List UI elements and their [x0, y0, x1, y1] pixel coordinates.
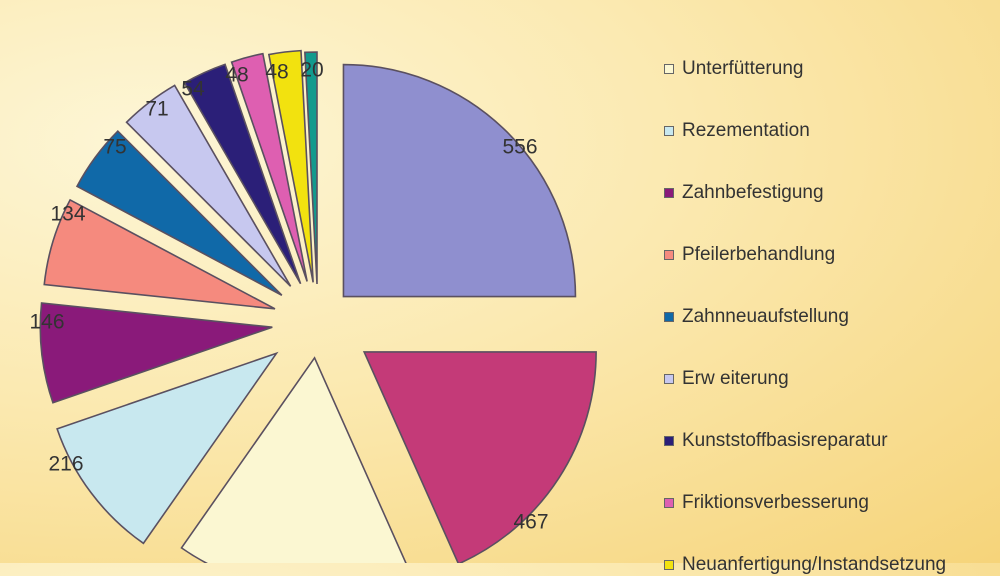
legend-item: Zahnneuaufstellung — [664, 306, 849, 328]
legend-label: Zahnneuaufstellung — [682, 306, 849, 327]
legend-item: Erw eiterung — [664, 368, 789, 390]
pie-slice — [267, 49, 314, 283]
legend-swatch — [664, 250, 674, 260]
pie-slice — [342, 63, 577, 298]
legend-swatch — [664, 560, 674, 570]
legend-item: Friktionsverbesserung — [664, 492, 869, 514]
legend-label: Kunststoffbasisreparatur — [682, 430, 888, 451]
pie-slice — [125, 84, 292, 287]
pie-slice — [75, 130, 283, 296]
slice-value-label: 216 — [48, 453, 83, 476]
pie-slice — [43, 198, 276, 310]
legend-item: Rezementation — [664, 120, 810, 142]
legend-swatch — [664, 126, 674, 136]
legend-label: Zahnbefestigung — [682, 182, 824, 203]
pie-slice — [183, 63, 302, 285]
legend-item: Neuanfertigung/Instandsetzung — [664, 554, 946, 576]
legend-label: Rezementation — [682, 120, 810, 141]
slice-value-label: 75 — [103, 136, 126, 159]
legend-label: Pfeilerbehandlung — [682, 244, 836, 265]
legend-item: Unterfütterung — [664, 58, 803, 80]
pie-slice — [362, 351, 597, 563]
pie-slice — [304, 51, 318, 285]
slice-value-label: 48 — [225, 64, 248, 87]
legend-label: Erw eiterung — [682, 368, 789, 389]
legend-swatch — [664, 436, 674, 446]
legend-swatch — [664, 498, 674, 508]
legend-swatch — [664, 188, 674, 198]
legend-swatch — [664, 312, 674, 322]
legend-item: Zahnbefestigung — [664, 182, 824, 204]
slice-value-label: 134 — [50, 203, 85, 226]
pie-chart: 556 467 216 146 134 75 71 54 48 48 20 — [29, 49, 597, 563]
legend-item: Pfeilerbehandlung — [664, 244, 835, 266]
slice-value-label: 467 — [513, 511, 548, 534]
slice-value-label: 54 — [181, 78, 205, 101]
legend-label: Unterfütterung — [682, 58, 804, 79]
slice-value-label: 20 — [300, 59, 323, 82]
pie-slice — [230, 52, 308, 282]
legend-swatch — [664, 64, 674, 74]
slice-value-label: 146 — [29, 311, 64, 334]
legend-swatch — [664, 374, 674, 384]
slice-value-label: 71 — [145, 98, 168, 121]
legend-item: Kunststoffbasisreparatur — [664, 430, 888, 452]
slice-value-label: 556 — [502, 136, 537, 159]
pie-slice — [180, 356, 407, 563]
legend-label: Neuanfertigung/Instandsetzung — [682, 554, 947, 575]
slice-value-label: 48 — [265, 61, 288, 84]
pie-slice — [56, 351, 279, 545]
pie-slice — [39, 302, 273, 404]
legend-label: Friktionsverbesserung — [682, 492, 869, 513]
